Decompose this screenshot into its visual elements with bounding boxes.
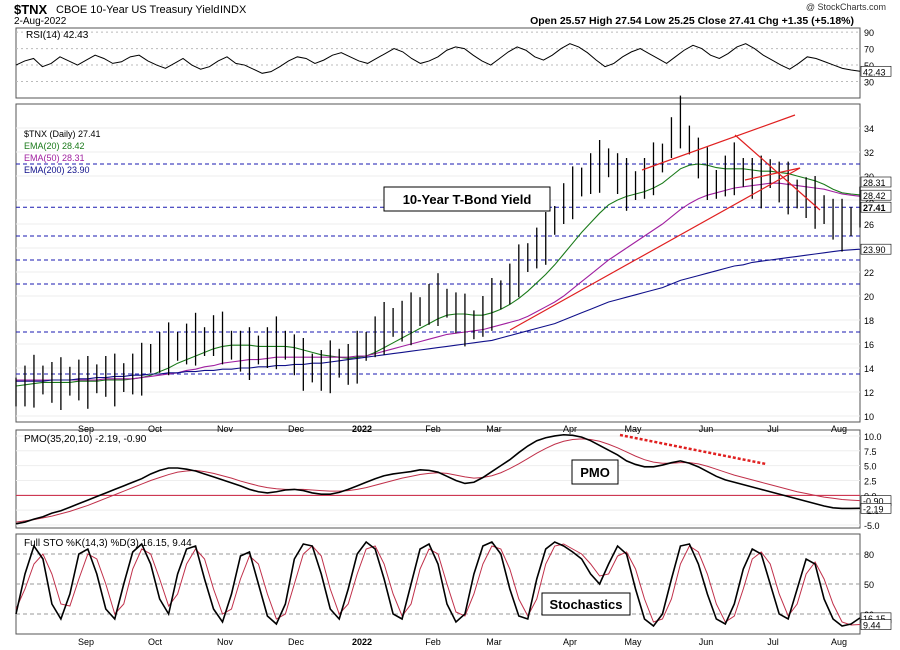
panel-frame-1 xyxy=(15,103,861,423)
price-y-tick: 28 xyxy=(864,196,874,206)
ticker-symbol: $TNX xyxy=(14,2,48,17)
price-value-label: 27.41 xyxy=(863,203,886,213)
price-x-tick: Aug xyxy=(831,424,847,434)
sto-k-line xyxy=(15,540,861,628)
sto-x-tick: Feb xyxy=(425,637,441,647)
panel-frame-0 xyxy=(15,27,861,99)
ema-line-2 xyxy=(16,248,861,382)
price-x-tick: Oct xyxy=(148,424,163,434)
sto-x-tick: Jul xyxy=(767,637,779,647)
pmo-annotation: PMO xyxy=(580,465,610,480)
sto-value-label: 9.44 xyxy=(863,621,881,631)
price-x-tick: Mar xyxy=(486,424,502,434)
price-y-tick: 12 xyxy=(864,388,874,398)
price-value-box xyxy=(860,243,892,255)
sto-annotation-box xyxy=(541,592,631,616)
sto-x-tick: Sep xyxy=(78,637,94,647)
rsi-y-tick: 90 xyxy=(864,28,874,38)
price-annotation-box xyxy=(383,186,551,212)
price-x-tick: 2022 xyxy=(352,424,372,434)
sto-y-tick: 80 xyxy=(864,550,874,560)
pmo-y-tick: 2.5 xyxy=(864,476,877,486)
price-value-label: 28.42 xyxy=(863,191,886,201)
pmo-title: PMO(35,20,10) -2.19, -0.90 xyxy=(24,434,147,445)
price-y-tick: 10 xyxy=(864,412,874,422)
rsi-y-tick: 30 xyxy=(864,78,874,88)
price-x-tick: Dec xyxy=(288,424,305,434)
rsi-value-box xyxy=(860,65,892,77)
rsi-line xyxy=(15,43,861,74)
ohlc-readout: Open 25.57 High 27.54 Low 25.25 Close 27… xyxy=(530,15,854,27)
sto-value-label: 16.15 xyxy=(863,614,886,624)
price-x-tick: Jun xyxy=(699,424,714,434)
pmo-y-tick: -5.0 xyxy=(864,521,880,531)
sto-d-line xyxy=(15,543,861,626)
sto-x-tick: Dec xyxy=(288,637,305,647)
price-annotation: 10-Year T-Bond Yield xyxy=(403,192,532,207)
trendline xyxy=(641,114,796,171)
trendline xyxy=(509,167,801,331)
rsi-title: RSI(14) 42.43 xyxy=(26,30,89,41)
ticker-name: CBOE 10-Year US Treasury Yield xyxy=(56,4,220,16)
price-legend-ema200: EMA(200) 23.90 xyxy=(24,165,90,175)
price-x-tick: Jul xyxy=(767,424,779,434)
sto-title: Full STO %K(14,3) %D(3) 16.15, 9.44 xyxy=(24,538,192,549)
price-y-tick: 16 xyxy=(864,340,874,350)
sto-x-tick: Mar xyxy=(486,637,502,647)
price-y-tick: 14 xyxy=(864,364,874,374)
sto-x-tick: Apr xyxy=(563,637,577,647)
price-x-tick: Sep xyxy=(78,424,94,434)
panel-frame-2 xyxy=(15,429,861,529)
sto-annotation: Stochastics xyxy=(550,597,623,612)
price-value-box xyxy=(860,176,892,188)
price-legend-main: $TNX (Daily) 27.41 xyxy=(24,129,101,139)
pmo-y-tick: 10.0 xyxy=(864,432,882,442)
price-x-tick: Apr xyxy=(563,424,577,434)
price-x-tick: Nov xyxy=(217,424,234,434)
price-value-label: 28.31 xyxy=(863,178,886,188)
price-x-tick: May xyxy=(624,424,642,434)
price-legend-ema20: EMA(20) 28.42 xyxy=(24,141,85,151)
sto-value-box xyxy=(860,619,892,630)
chart-date: 2-Aug-2022 xyxy=(14,16,67,27)
price-x-tick: Feb xyxy=(425,424,441,434)
rsi-y-tick: 70 xyxy=(864,45,874,55)
pmo-line xyxy=(15,433,861,525)
sto-x-tick: Oct xyxy=(148,637,163,647)
sto-y-tick: 50 xyxy=(864,580,874,590)
sto-x-tick: Jun xyxy=(699,637,714,647)
pmo-annotation-box xyxy=(571,459,619,485)
copyright: @ StockCharts.com xyxy=(805,2,886,12)
price-value-box xyxy=(860,201,892,213)
pmo-value-box xyxy=(860,503,892,514)
price-legend-ema50: EMA(50) 28.31 xyxy=(24,153,85,163)
pmo-divergence-line xyxy=(619,433,767,466)
pmo-y-tick: 7.5 xyxy=(864,447,877,457)
price-y-tick: 18 xyxy=(864,316,874,326)
pmo-value-label: -2.19 xyxy=(863,504,884,514)
rsi-value-label: 42.43 xyxy=(863,67,886,77)
ema-line-1 xyxy=(16,182,861,381)
pmo-y-tick: 5.0 xyxy=(864,462,877,472)
price-y-tick: 20 xyxy=(864,292,874,302)
sto-x-tick: Aug xyxy=(831,637,847,647)
price-y-tick: 32 xyxy=(864,148,874,158)
sto-x-tick: Nov xyxy=(217,637,234,647)
sto-x-tick: May xyxy=(624,637,642,647)
pmo-value-label: -0.90 xyxy=(863,497,884,507)
price-y-tick: 22 xyxy=(864,268,874,278)
price-y-tick: 34 xyxy=(864,124,874,134)
price-y-tick: 26 xyxy=(864,220,874,230)
trendline xyxy=(744,167,801,181)
price-value-box xyxy=(860,189,892,201)
exchange-label: INDX xyxy=(220,4,247,16)
sto-x-tick: 2022 xyxy=(352,637,372,647)
price-value-label: 23.90 xyxy=(863,245,886,255)
